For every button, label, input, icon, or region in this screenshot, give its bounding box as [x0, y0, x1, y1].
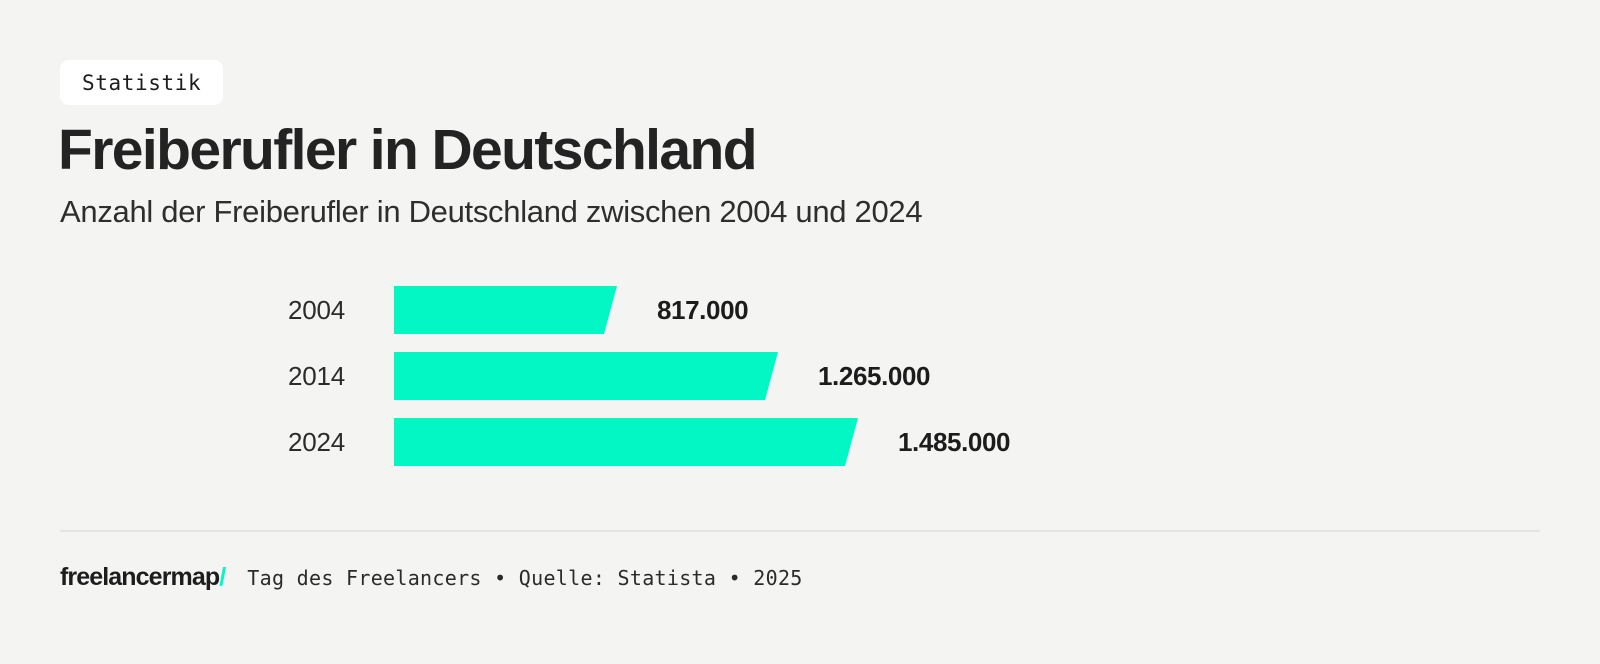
footer-source-text: Tag des Freelancers • Quelle: Statista •… — [247, 566, 803, 590]
bar-track: 1.485.000 — [394, 418, 1010, 466]
page-title: Freiberufler in Deutschland — [58, 118, 758, 182]
footer-divider — [60, 530, 1540, 532]
logo-slash-icon: / — [219, 563, 226, 591]
bar-category-label: 2004 — [287, 295, 345, 325]
bar-fill — [394, 352, 778, 400]
bar-slash-icon — [626, 286, 639, 334]
footer: freelancermap/ Tag des Freelancers • Que… — [60, 563, 803, 592]
bar-value-label: 817.000 — [657, 294, 749, 325]
bar-chart: 2004 817.000 2014 1.265.000 2024 1.485.0… — [0, 286, 1600, 484]
bar-value-label: 1.265.000 — [818, 360, 931, 391]
freelancermap-logo: freelancermap/ — [60, 563, 226, 592]
bar-slash-icon — [787, 352, 800, 400]
logo-wordmark: freelancermap — [60, 563, 220, 591]
bar-fill — [394, 286, 617, 334]
bar-row: 2004 817.000 — [0, 286, 1600, 334]
bar-value-label: 1.485.000 — [898, 426, 1011, 457]
bar-row: 2024 1.485.000 — [0, 418, 1600, 466]
bar-category-label: 2024 — [287, 427, 345, 457]
page-subtitle: Anzahl der Freiberufler in Deutschland z… — [60, 194, 923, 229]
bar-category-label: 2014 — [287, 361, 345, 391]
bar-row: 2014 1.265.000 — [0, 352, 1600, 400]
bar-slash-icon — [867, 418, 880, 466]
statistik-badge: Statistik — [60, 60, 224, 105]
bar-track: 817.000 — [394, 286, 749, 334]
bar-fill — [394, 418, 858, 466]
bar-track: 1.265.000 — [394, 352, 930, 400]
